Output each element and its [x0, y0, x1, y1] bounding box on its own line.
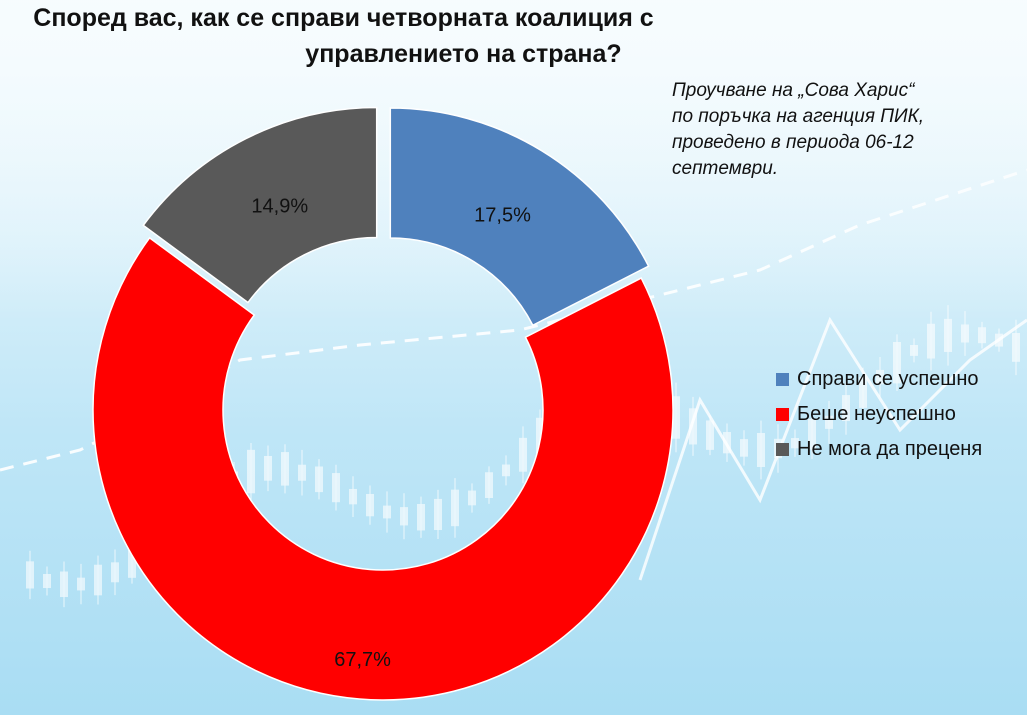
note-line-3: проведено в периода 06-12 — [672, 132, 914, 153]
slice-label-success: 17,5% — [474, 205, 531, 227]
survey-source-note: Проучване на „Сова Харис“ по поръчка на … — [672, 78, 1002, 182]
legend-swatch-failure — [776, 408, 789, 421]
chart-legend: Справи се успешно Беше неуспешно Не мога… — [776, 362, 982, 467]
legend-label-success: Справи се успешно — [797, 368, 979, 390]
chart-title-line-1: Според вас, как се справи четворната коа… — [33, 4, 654, 32]
slice-failure — [92, 236, 674, 701]
slice-label-undecided: 14,9% — [251, 196, 308, 218]
legend-item-failure: Беше неуспешно — [776, 397, 982, 432]
legend-item-undecided: Не мога да преценя — [776, 432, 982, 467]
legend-swatch-success — [776, 373, 789, 386]
slice-label-failure: 67,7% — [334, 649, 391, 671]
chart-title-line-2: управлението на страна? — [305, 40, 622, 68]
chart-title: Според вас, как се справи четворната коа… — [0, 0, 1027, 72]
note-line-2: по поръчка на агенция ПИК, — [672, 106, 925, 127]
legend-label-undecided: Не мога да преценя — [797, 438, 983, 460]
legend-label-failure: Беше неуспешно — [797, 403, 956, 425]
legend-item-success: Справи се успешно — [776, 362, 982, 397]
note-line-4: септември. — [672, 158, 779, 179]
slice-undecided — [142, 106, 378, 304]
note-line-1: Проучване на „Сова Харис“ — [672, 80, 915, 101]
legend-swatch-undecided — [776, 443, 789, 456]
slice-success — [389, 107, 650, 327]
